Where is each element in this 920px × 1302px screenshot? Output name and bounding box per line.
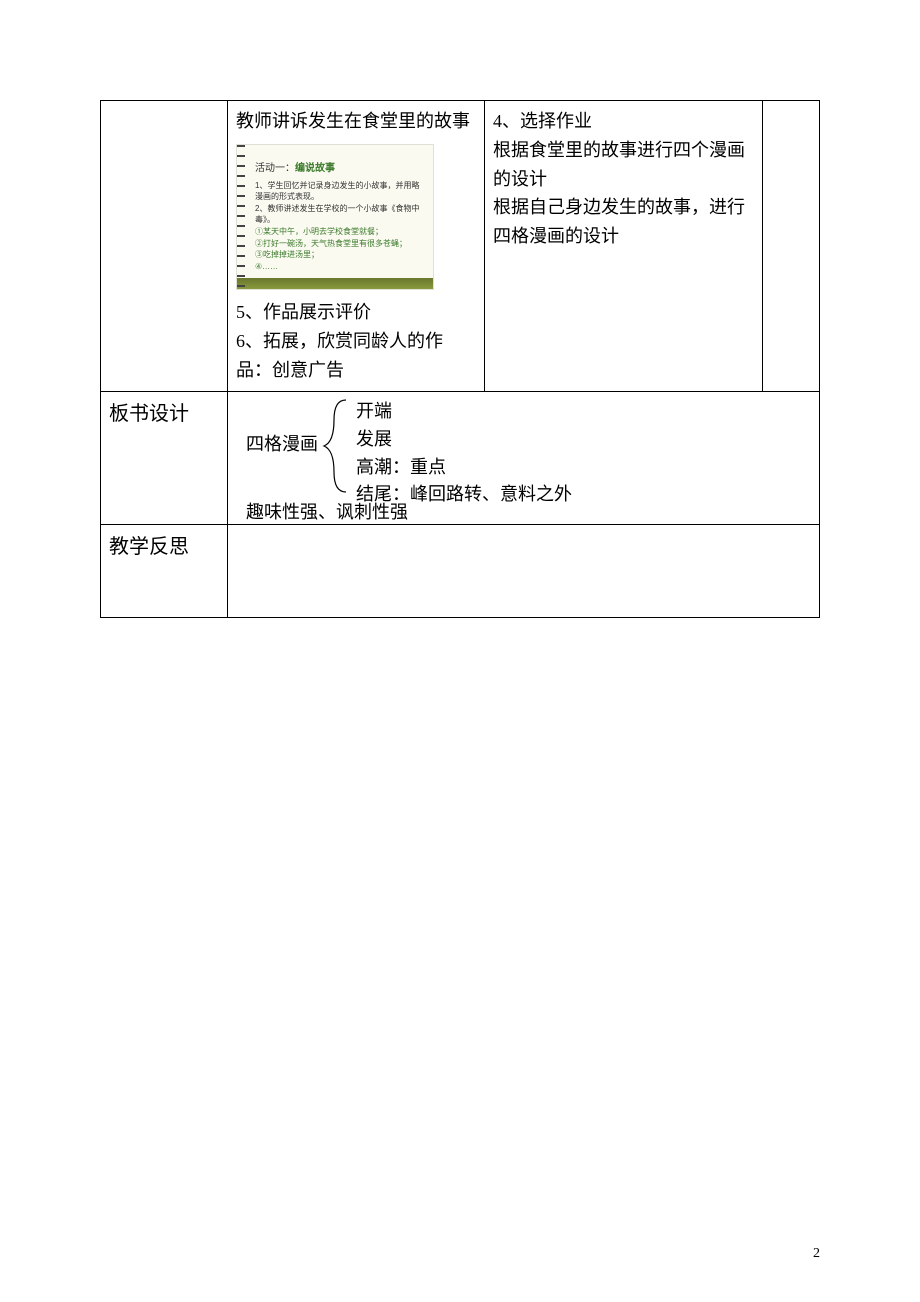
table-row: 教学反思: [101, 524, 820, 617]
page-number: 2: [813, 1246, 820, 1262]
board-line-3: 高潮：重点: [356, 454, 572, 482]
slide-title-line: 活动一：编说故事: [255, 151, 425, 180]
empty-cell-r1c4: [763, 101, 820, 392]
slide-line-3: ①某天中午，小明去学校食堂就餐；: [255, 226, 425, 238]
slide-line-2: 2、教师讲述发生在学校的一个小故事《食物中毒》。: [255, 203, 425, 226]
slide-line-5: ③吃掉掉进汤里；: [255, 249, 425, 261]
homework-line-1: 根据食堂里的故事进行四个漫画的设计: [493, 136, 754, 194]
slide-line-1: 1、学生回忆并记录身边发生的小故事，并用略漫画的形式表现。: [255, 180, 425, 203]
homework-line-2: 根据自己身边发生的故事，进行四格漫画的设计: [493, 193, 754, 251]
activity-title: 编说故事: [295, 163, 335, 174]
board-left-label: 四格漫画: [246, 430, 318, 459]
teacher-story-text: 教师讲诉发生在食堂里的故事: [236, 107, 476, 136]
page-container: 教师讲诉发生在食堂里的故事 活动一：编说故事 1、学生回忆并记录身边发生的小故事…: [0, 0, 920, 618]
board-lines: 开端 发展 高潮：重点 结尾：峰回路转、意料之外: [356, 398, 572, 510]
slide-line-4: ②打好一碗汤，天气热食堂里有很多苍蝇；: [255, 238, 425, 250]
activity-slide-image: 活动一：编说故事 1、学生回忆并记录身边发生的小故事，并用略漫画的形式表现。 2…: [236, 144, 434, 291]
board-line-1: 开端: [356, 398, 572, 426]
lesson-plan-table: 教师讲诉发生在食堂里的故事 活动一：编说故事 1、学生回忆并记录身边发生的小故事…: [100, 100, 820, 618]
board-line-2: 发展: [356, 426, 572, 454]
reflection-cell: [228, 524, 820, 617]
board-bottom-line: 趣味性强、讽刺性强: [246, 498, 408, 527]
curly-brace-icon: [320, 396, 354, 496]
table-row: 板书设计 四格漫画 开端 发展 高潮：重点 结尾：峰回路转、意料之外 趣味性强、…: [101, 391, 820, 524]
homework-heading: 4、选择作业: [493, 107, 754, 136]
row-label-board: 板书设计: [101, 391, 228, 524]
table-row: 教师讲诉发生在食堂里的故事 活动一：编说故事 1、学生回忆并记录身边发生的小故事…: [101, 101, 820, 392]
row-label-empty: [101, 101, 228, 392]
slide-footer-bar: [237, 278, 433, 289]
teaching-activity-cell: 教师讲诉发生在食堂里的故事 活动一：编说故事 1、学生回忆并记录身边发生的小故事…: [228, 101, 485, 392]
homework-cell: 4、选择作业 根据食堂里的故事进行四个漫画的设计 根据自己身边发生的故事，进行四…: [485, 101, 763, 392]
board-design-cell: 四格漫画 开端 发展 高潮：重点 结尾：峰回路转、意料之外 趣味性强、讽刺性强: [228, 391, 820, 524]
activity-title-prefix: 活动一：: [255, 163, 295, 174]
item-5: 5、作品展示评价: [236, 298, 476, 327]
slide-inner: 活动一：编说故事 1、学生回忆并记录身边发生的小故事，并用略漫画的形式表现。 2…: [255, 151, 425, 273]
row-label-reflection: 教学反思: [101, 524, 228, 617]
spiral-binding-decoration: [237, 145, 245, 290]
slide-line-6: ④……: [255, 261, 425, 273]
item-6: 6、拓展，欣赏同龄人的作品：创意广告: [236, 327, 476, 385]
board-layout: 四格漫画 开端 发展 高潮：重点 结尾：峰回路转、意料之外 趣味性强、讽刺性强: [236, 398, 811, 518]
